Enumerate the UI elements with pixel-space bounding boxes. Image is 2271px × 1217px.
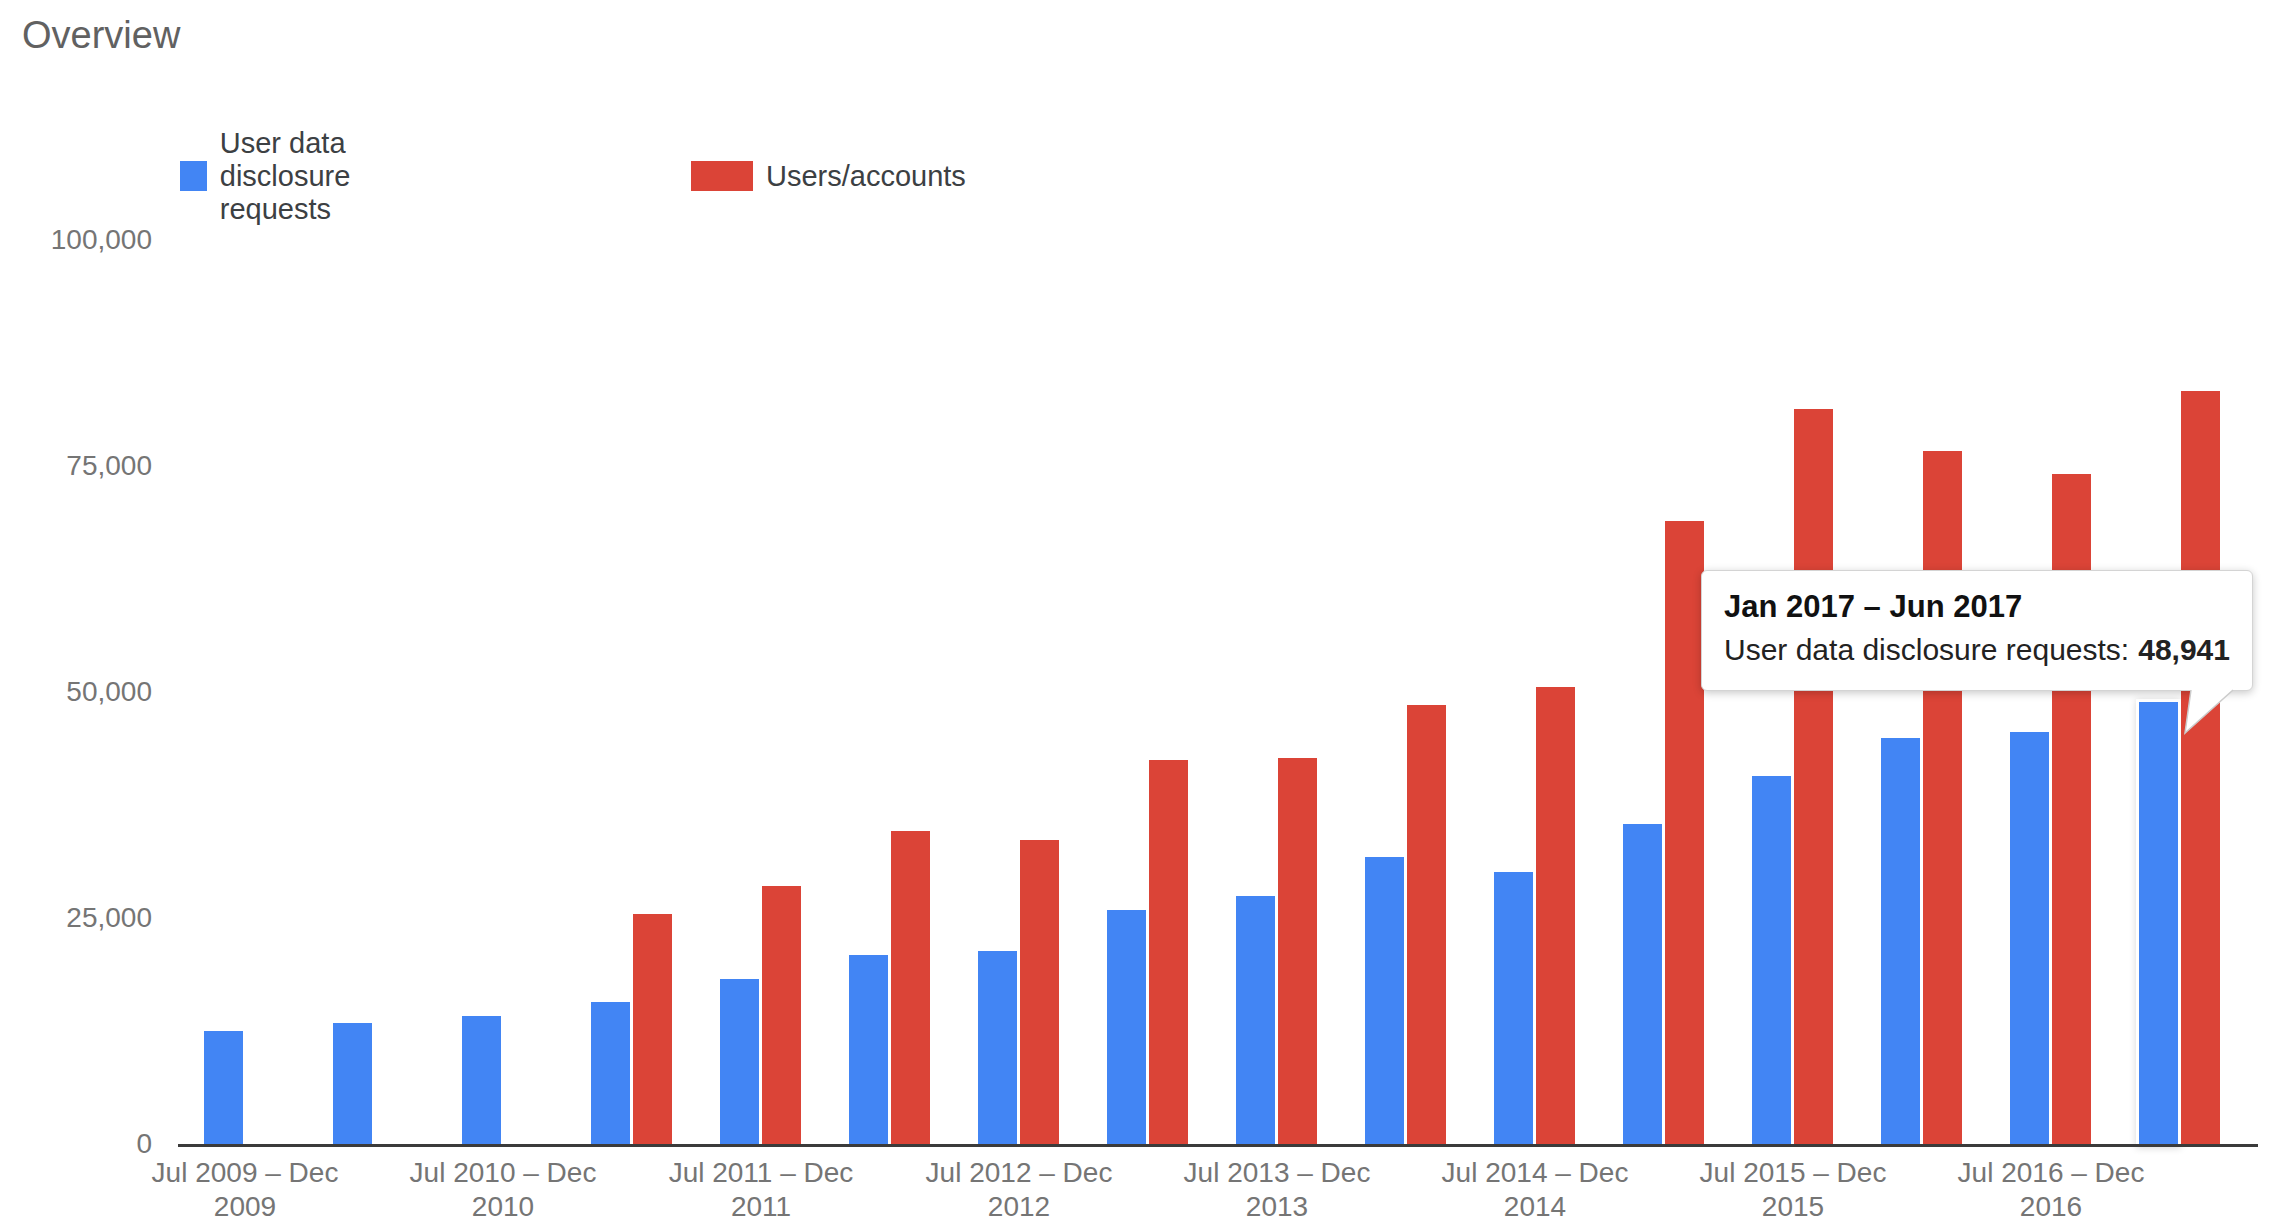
bar-user-data-disclosure-requests[interactable]	[1881, 738, 1920, 1144]
bar-users-accounts[interactable]	[1794, 409, 1833, 1144]
page: Overview User data disclosure requestsUs…	[0, 0, 2271, 1217]
x-axis-tick-line: 2016	[1901, 1190, 2201, 1217]
bar-users-accounts[interactable]	[2181, 391, 2220, 1144]
bar-users-accounts[interactable]	[633, 914, 672, 1144]
bar-user-data-disclosure-requests[interactable]	[204, 1031, 243, 1144]
tooltip-body: User data disclosure requests: 48,941	[1724, 628, 2230, 672]
bar-users-accounts[interactable]	[1407, 705, 1446, 1144]
x-axis-tick-line: Jul 2011 – Dec	[611, 1156, 911, 1190]
bar-user-data-disclosure-requests[interactable]	[2010, 732, 2049, 1144]
x-axis-tick-label: Jul 2009 – Dec2009	[95, 1156, 395, 1217]
tooltip-period: Jan 2017 – Jun 2017	[1724, 586, 2230, 628]
bar-user-data-disclosure-requests[interactable]	[1236, 896, 1275, 1144]
x-axis-tick-label: Jul 2015 – Dec2015	[1643, 1156, 1943, 1217]
bar-user-data-disclosure-requests[interactable]	[1107, 910, 1146, 1144]
tooltip-pointer-icon	[2179, 690, 2235, 736]
bar-users-accounts[interactable]	[891, 831, 930, 1144]
bar-users-accounts[interactable]	[1020, 840, 1059, 1144]
x-axis-tick-line: 2014	[1385, 1190, 1685, 1217]
x-axis-tick-line: 2015	[1643, 1190, 1943, 1217]
tooltip-value: 48,941	[2138, 633, 2230, 666]
x-axis-tick-line: Jul 2016 – Dec	[1901, 1156, 2201, 1190]
bar-users-accounts[interactable]	[1923, 451, 1962, 1144]
x-axis-tick-label: Jul 2010 – Dec2010	[353, 1156, 653, 1217]
x-axis-tick-label: Jul 2014 – Dec2014	[1385, 1156, 1685, 1217]
x-axis-tick-line: 2013	[1127, 1190, 1427, 1217]
tooltip: Jan 2017 – Jun 2017 User data disclosure…	[1701, 570, 2253, 691]
y-axis-tick-label: 50,000	[0, 676, 152, 708]
x-axis-tick-line: Jul 2014 – Dec	[1385, 1156, 1685, 1190]
x-axis-tick-label: Jul 2016 – Dec2016	[1901, 1156, 2201, 1217]
bar-users-accounts[interactable]	[1278, 758, 1317, 1144]
bar-users-accounts[interactable]	[1665, 521, 1704, 1144]
x-axis-tick-line: 2011	[611, 1190, 911, 1217]
y-axis-tick-label: 75,000	[0, 450, 152, 482]
y-axis-tick-label: 25,000	[0, 902, 152, 934]
bar-user-data-disclosure-requests[interactable]	[1365, 857, 1404, 1144]
bar-user-data-disclosure-requests[interactable]	[2139, 702, 2178, 1144]
x-axis-tick-label: Jul 2012 – Dec2012	[869, 1156, 1169, 1217]
tooltip-series-label: User data disclosure requests:	[1724, 633, 2129, 666]
x-axis-tick-label: Jul 2011 – Dec2011	[611, 1156, 911, 1217]
x-axis-tick-line: 2012	[869, 1190, 1169, 1217]
x-axis-tick-line: Jul 2012 – Dec	[869, 1156, 1169, 1190]
bar-user-data-disclosure-requests[interactable]	[720, 979, 759, 1144]
bar-user-data-disclosure-requests[interactable]	[591, 1002, 630, 1144]
x-axis-tick-line: 2010	[353, 1190, 653, 1217]
bar-user-data-disclosure-requests[interactable]	[849, 955, 888, 1144]
x-axis-tick-line: Jul 2010 – Dec	[353, 1156, 653, 1190]
x-axis-line	[178, 1144, 2258, 1147]
x-axis-tick-line: 2009	[95, 1190, 395, 1217]
x-axis-tick-line: Jul 2013 – Dec	[1127, 1156, 1427, 1190]
bar-user-data-disclosure-requests[interactable]	[978, 951, 1017, 1144]
bar-user-data-disclosure-requests[interactable]	[1752, 776, 1791, 1144]
bar-users-accounts[interactable]	[1149, 760, 1188, 1144]
x-axis-tick-line: Jul 2009 – Dec	[95, 1156, 395, 1190]
x-axis-tick-label: Jul 2013 – Dec2013	[1127, 1156, 1427, 1217]
bar-users-accounts[interactable]	[762, 886, 801, 1144]
x-axis-tick-line: Jul 2015 – Dec	[1643, 1156, 1943, 1190]
bar-user-data-disclosure-requests[interactable]	[1623, 824, 1662, 1144]
bar-user-data-disclosure-requests[interactable]	[462, 1016, 501, 1144]
bar-users-accounts[interactable]	[1536, 687, 1575, 1144]
y-axis-tick-label: 100,000	[0, 224, 152, 256]
bar-user-data-disclosure-requests[interactable]	[333, 1023, 372, 1144]
bar-user-data-disclosure-requests[interactable]	[1494, 872, 1533, 1144]
